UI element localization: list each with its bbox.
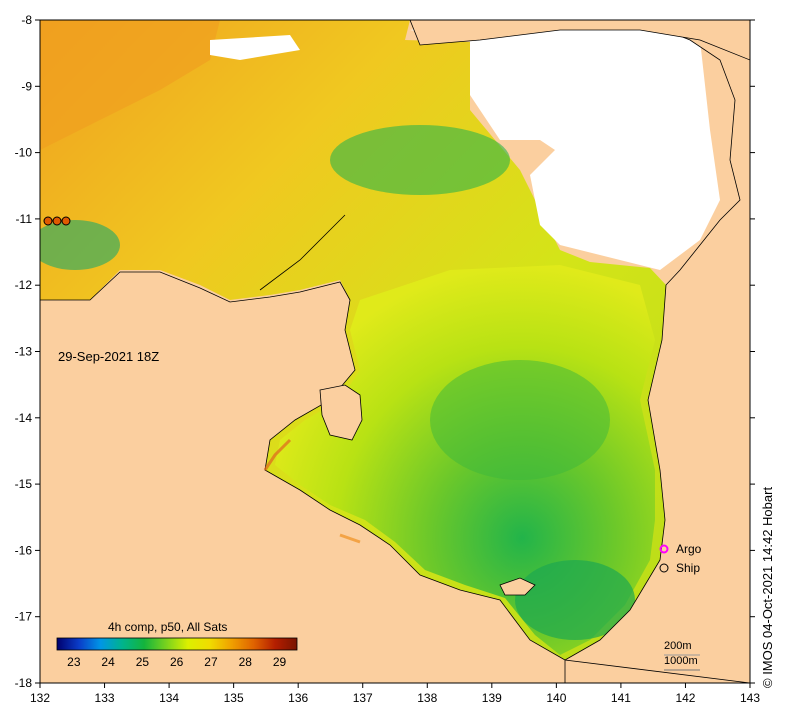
lat-tick-label: -8 [21, 13, 32, 27]
argo-marker [659, 544, 669, 554]
cloud-patch [210, 35, 300, 60]
sst-patch-3 [515, 560, 635, 640]
composite-label: 4h comp, p50, All Sats [108, 620, 228, 634]
colorbar-tick-label: 23 [67, 655, 81, 669]
lat-tick-label: -10 [15, 146, 33, 160]
colorbar-tick-label: 27 [204, 655, 218, 669]
cloud-cover [410, 20, 720, 270]
sst-patch-2 [430, 360, 610, 480]
lon-tick-label: 136 [288, 691, 308, 705]
cape-york [563, 20, 750, 683]
shallow-coast [263, 438, 292, 471]
lat-tick-label: -13 [15, 345, 33, 359]
lat-axis: -8 -9 -10 -11 -12 -13 -14 -15 -16 -17 -18 [15, 13, 755, 690]
lon-tick-label: 133 [95, 691, 115, 705]
lon-tick-label: 143 [740, 691, 760, 705]
lat-tick-label: -14 [15, 411, 33, 425]
ship-legend-marker [659, 563, 669, 573]
ship-marker [61, 216, 71, 226]
lon-tick-label: 132 [30, 691, 50, 705]
northern-territory [40, 271, 566, 683]
lon-tick-label: 139 [482, 691, 502, 705]
lat-tick-label: -17 [15, 610, 33, 624]
lon-tick-label: 134 [159, 691, 179, 705]
sst-patch-1 [330, 125, 510, 195]
argo-legend-label: Argo [676, 542, 702, 556]
colorbar-tick-label: 26 [170, 655, 184, 669]
colorbar-tick-label: 29 [272, 655, 287, 669]
ship-marker [52, 216, 62, 226]
lon-tick-label: 137 [353, 691, 373, 705]
lon-tick-label: 135 [224, 691, 244, 705]
warm-region [40, 20, 220, 150]
lat-tick-label: -11 [16, 212, 33, 226]
lon-tick-label: 142 [675, 691, 695, 705]
sst-patch-4 [40, 220, 120, 270]
ship-marker [43, 216, 53, 226]
shallow-coast-2 [339, 533, 361, 544]
depth-1000-label: 1000m [664, 655, 698, 667]
png-coast [409, 20, 750, 61]
lon-tick-label: 138 [417, 691, 437, 705]
timestamp-label: 29-Sep-2021 18Z [58, 349, 160, 364]
ship-legend-label: Ship [676, 561, 701, 575]
lat-tick-label: -15 [15, 477, 33, 491]
mornington-island [499, 577, 536, 596]
groote-eylandt [319, 384, 363, 441]
colorbar-tick-label: 28 [238, 655, 252, 669]
ship-markers [43, 216, 71, 226]
colorbar-tick-label: 25 [135, 655, 150, 669]
credit-label: © IMOS 04-Oct-2021 14:42 Hobart [760, 486, 775, 688]
depth-200-label: 200m [664, 640, 692, 652]
lat-tick-label: -9 [21, 79, 32, 93]
colorbar-tick-label: 24 [101, 655, 115, 669]
lon-tick-label: 141 [611, 691, 631, 705]
lat-tick-label: -12 [15, 278, 33, 292]
lon-tick-label: 140 [546, 691, 566, 705]
lat-tick-label: -18 [15, 676, 33, 690]
lon-axis: 132 133 134 135 136 137 138 139 140 141 142 143 [30, 683, 760, 705]
wessel-islands [259, 214, 346, 291]
lat-tick-label: -16 [15, 543, 33, 557]
colorbar [56, 637, 298, 651]
